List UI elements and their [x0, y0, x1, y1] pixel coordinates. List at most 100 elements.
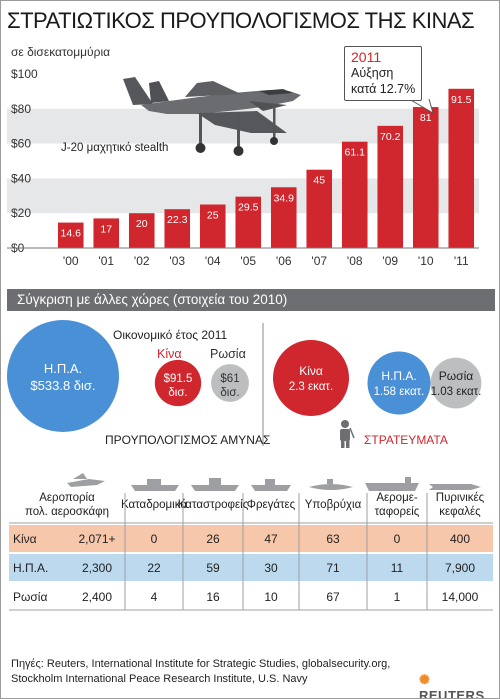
table-cell: 26: [206, 532, 220, 546]
jet-wheel-mid: [195, 143, 206, 153]
submarine-icon: [309, 479, 353, 490]
bar-value-label: 14.6: [61, 228, 82, 240]
budget-label: ΠΡΟΥΠΟΛΟΓΙΣΜΟΣ ΑΜΥΝΑΣ: [105, 433, 270, 447]
x-tick-label: '07: [311, 254, 327, 268]
troops-bubble-country: Ρωσία: [439, 369, 473, 383]
budget-bubble-value: $533.8 δισ.: [30, 378, 95, 393]
table-row-country: Κίνα: [13, 532, 37, 546]
troops-label: ΣΤΡΑΤΕΥΜΑΤΑ: [364, 433, 448, 447]
table-cell: 0: [394, 532, 401, 546]
bar-value-label: 22.3: [167, 214, 188, 226]
jet-illustration: [123, 77, 301, 156]
bar-value-label: 70.2: [380, 131, 401, 143]
y-tick-label: $20: [11, 206, 31, 220]
callout-year: 2011: [351, 49, 382, 65]
page-title: ΣΤΡΑΤΙΩΤΙΚΟΣ ΠΡΟΥΠΟΛΟΓΙΣΜΟΣ ΤΗΣ ΚΙΝΑΣ: [7, 8, 475, 33]
table-cell: 67: [326, 590, 340, 604]
jet-canard: [249, 101, 287, 111]
troops-bubble: [367, 351, 431, 415]
bar: [93, 218, 120, 248]
x-tick-label: '05: [240, 254, 256, 268]
troops-bubble-country: Η.Π.Α.: [381, 369, 416, 383]
table-cell: 10: [264, 590, 278, 604]
comparison-section: Οικονομικό έτος 2011 Κίνα Ρωσία Η.Π.Α. $533.…: [7, 320, 493, 611]
troops-bubble-value: 1.58 εκατ.: [374, 386, 425, 398]
reuters-logo: ✺ REUTERS: [419, 672, 485, 699]
fighter-jet-icon: [67, 473, 105, 487]
table-row: [9, 525, 493, 552]
fiscal-year-label: Οικονομικό έτος 2011: [113, 328, 227, 342]
table-cell: 7,900: [445, 561, 475, 575]
table-header-cell: Φρεγάτες: [247, 499, 296, 511]
x-tick-label: '09: [382, 254, 398, 268]
table-cell: 71: [326, 561, 340, 575]
bar: [57, 222, 84, 248]
troops-bubble-value: 2.3 εκατ.: [289, 381, 333, 393]
table-cell: 22: [147, 561, 161, 575]
jet-wheel-rear: [233, 146, 244, 156]
jet-wing-front: [185, 81, 241, 97]
bar-value-label: 20: [136, 218, 148, 230]
russia-budget-header: Ρωσία: [210, 347, 246, 361]
budget-bubble-value: $91.5: [164, 373, 193, 385]
table-cell: 4: [151, 590, 158, 604]
table-header-cell: ταφορείς: [375, 506, 420, 518]
bar: [199, 204, 226, 248]
bar-value-label: 17: [100, 223, 112, 235]
x-tick-label: '08: [347, 254, 363, 268]
budget-bubble-value: $61: [220, 373, 239, 385]
table-header-cell: Υποβρύχια: [305, 499, 362, 511]
china-budget-header: Κίνα: [157, 347, 182, 361]
destroyer-icon: [191, 478, 239, 491]
bar: [448, 88, 475, 248]
reuters-dots-icon: ✺: [419, 672, 431, 687]
troops-bubble: [430, 357, 482, 409]
frigate-icon: [251, 479, 291, 491]
jet-wing-rear: [197, 111, 287, 133]
budget-bubble: [7, 320, 119, 432]
bar-value-label: 34.9: [274, 192, 295, 204]
troops-bubble-country: Κίνα: [299, 364, 323, 378]
y-tick-label: $60: [11, 137, 31, 151]
table-cell: 1: [394, 590, 401, 604]
budget-bubble: [154, 359, 202, 407]
table-row: [9, 583, 493, 610]
jet-gear-rear: [237, 113, 240, 149]
jet-tail-fin-1: [123, 77, 153, 105]
table-header-cell: πολ. αεροσκάφη: [25, 506, 109, 518]
carrier-icon: [365, 477, 419, 491]
table-row-country: Η.Π.Α.: [13, 561, 48, 575]
bar: [306, 169, 333, 248]
table-header-cell: κεφαλές: [439, 506, 481, 518]
bar: [270, 187, 297, 248]
table-cell: 63: [326, 532, 340, 546]
table-cell: 16: [206, 590, 220, 604]
x-tick-label: '01: [98, 254, 114, 268]
source-line1: Πηγές: Reuters, International Institute …: [11, 658, 391, 670]
bar-value-label: 45: [313, 175, 325, 187]
warhead-icon: [429, 484, 481, 490]
y-tick-label: $80: [11, 102, 31, 116]
callout-line2: κατά 12.7%: [351, 82, 416, 96]
y-tick-label: $40: [11, 171, 31, 185]
table-cell: 2,400: [82, 590, 112, 604]
x-tick-label: '06: [276, 254, 292, 268]
table-cell: 2,071+: [78, 532, 115, 546]
bar-value-label: 61.1: [345, 147, 366, 159]
soldier-icon: [340, 420, 355, 448]
bar: [164, 209, 191, 248]
y-tick-label: $100: [11, 67, 38, 81]
x-tick-label: '10: [418, 254, 434, 268]
table-row-country: Ρωσία: [13, 590, 47, 604]
table-header-cell: Καταστροφείς: [178, 499, 249, 511]
x-tick-label: '00: [63, 254, 79, 268]
table-cell: 30: [264, 561, 278, 575]
bar: [377, 125, 404, 248]
jet-gear-front: [273, 105, 276, 139]
table-header-cell: Πυρινικές: [436, 492, 485, 504]
troops-bubble-value: 1.03 εκατ.: [431, 386, 482, 398]
x-tick-label: '03: [169, 254, 185, 268]
jet-label: J-20 μαχητικό stealth: [61, 142, 169, 154]
jet-wheel-front: [270, 137, 278, 145]
